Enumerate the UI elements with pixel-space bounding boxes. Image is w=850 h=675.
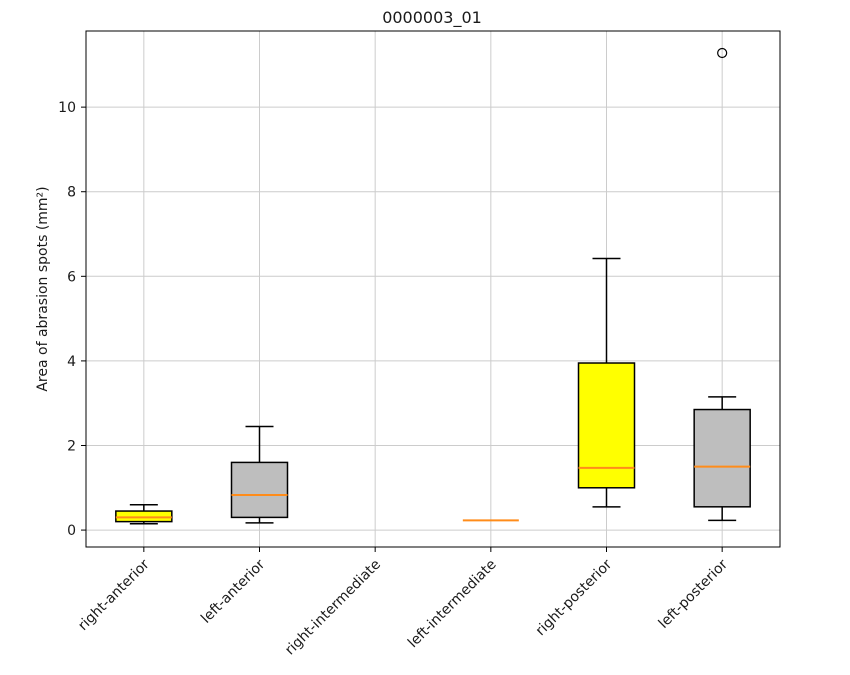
y-tick-label: 8 [67,185,76,201]
x-tick-label: left-posterior [656,556,732,632]
box-body [115,510,173,523]
y-tick-label: 0 [67,523,76,539]
x-tick-label: left-anterior [198,556,268,626]
box-flier [717,47,728,59]
box-body [230,461,289,519]
box-series [115,47,751,525]
box-left-anterior [230,425,289,524]
y-axis-label: Area of abrasion spots (mm²) [35,186,51,391]
box-right-posterior [577,257,636,508]
y-tick-label: 2 [67,438,76,454]
x-tick-label: right-posterior [533,556,616,639]
y-tick-label: 4 [67,354,76,370]
box-left-posterior [693,47,751,522]
box-body [577,362,636,489]
box-right-anterior [115,503,173,525]
chart-title: 0000003_01 [382,8,482,28]
x-tick-label: right-anterior [75,556,153,634]
plot-frame [85,30,781,548]
x-axis-ticks: right-anterior left-anterior right-interme… [75,547,731,658]
y-tick-label: 10 [58,100,76,116]
x-tick-label: right-intermediate [282,557,384,659]
x-tick-label: left-intermediate [405,557,500,652]
box-body [693,408,751,508]
y-tick-label: 6 [67,269,76,285]
grid-lines [86,31,780,547]
y-axis-ticks: 0 2 4 6 8 10 [58,100,86,539]
